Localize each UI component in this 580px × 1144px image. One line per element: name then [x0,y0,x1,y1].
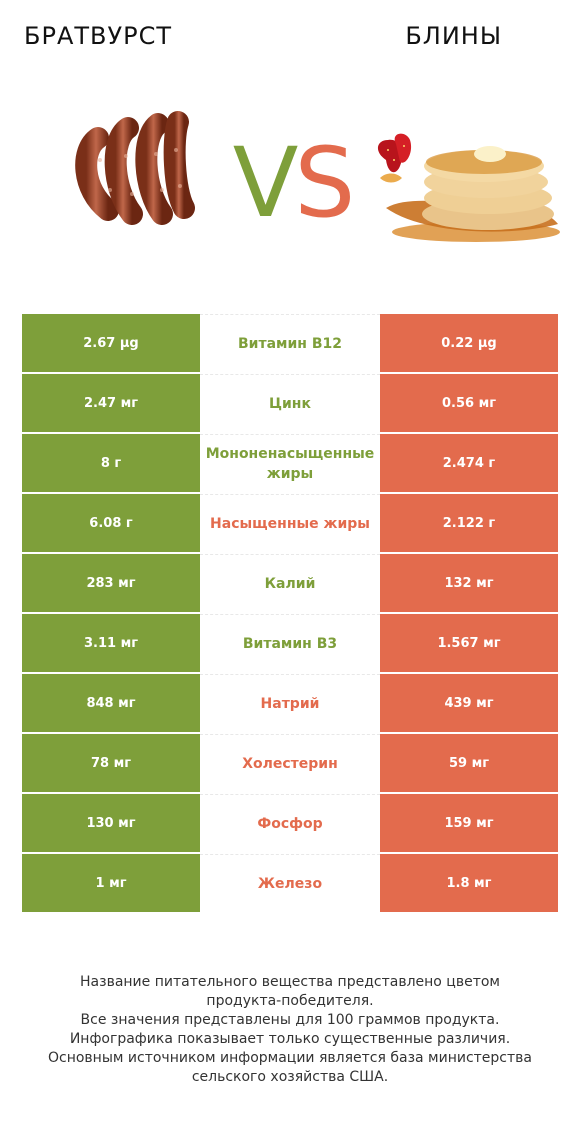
footer-line: продукта-победителя. [206,993,374,1009]
nutrient-name: Насыщенные жиры [200,494,380,552]
right-value: 0.56 мг [380,374,558,432]
left-value: 2.67 µg [22,314,200,372]
right-value: 1.8 мг [380,854,558,912]
right-value: 132 мг [380,554,558,612]
vs-s: S [294,127,355,239]
right-value: 1.567 мг [380,614,558,672]
left-value: 1 мг [22,854,200,912]
bratwurst-image [75,111,195,225]
nutrient-name: Железо [200,854,380,912]
nutrient-name: Натрий [200,674,380,732]
table-row: 3.11 мг Витамин B3 1.567 мг [22,613,558,673]
nutrient-name: Витамин B3 [200,614,380,672]
right-value: 59 мг [380,734,558,792]
table-row: 78 мг Холестерин 59 мг [22,733,558,793]
nutrient-name: Фосфор [200,794,380,852]
nutrient-name: Мононенасыщенные жиры [200,434,380,492]
left-value: 2.47 мг [22,374,200,432]
vs-label: VS [222,128,362,238]
left-value: 8 г [22,434,200,492]
table-row: 130 мг Фосфор 159 мг [22,793,558,853]
left-product-title: БРАТВУРСТ [24,22,172,50]
footer-line: Основным источником информации является … [48,1050,532,1066]
left-value: 6.08 г [22,494,200,552]
footer-line: сельского хозяйства США. [191,1069,389,1085]
right-value: 439 мг [380,674,558,732]
pancakes-image [377,133,560,242]
left-value: 283 мг [22,554,200,612]
table-row: 6.08 г Насыщенные жиры 2.122 г [22,493,558,553]
table-row: 2.47 мг Цинк 0.56 мг [22,373,558,433]
footer-line: Название питательного вещества представл… [80,974,500,990]
right-value: 159 мг [380,794,558,852]
left-value: 848 мг [22,674,200,732]
footer-notes: Название питательного вещества представл… [20,973,560,1087]
right-product-title: БЛИНЫ [405,22,502,50]
left-value: 3.11 мг [22,614,200,672]
left-value: 78 мг [22,734,200,792]
right-value: 0.22 µg [380,314,558,372]
table-row: 1 мг Железо 1.8 мг [22,853,558,913]
right-value: 2.474 г [380,434,558,492]
table-row: 848 мг Натрий 439 мг [22,673,558,733]
table-row: 8 г Мононенасыщенные жиры 2.474 г [22,433,558,493]
table-row: 283 мг Калий 132 мг [22,553,558,613]
nutrient-comparison-table: 2.67 µg Витамин B12 0.22 µg 2.47 мг Цинк 0.56… [22,313,558,913]
table-row: 2.67 µg Витамин B12 0.22 µg [22,313,558,373]
footer-line: Инфографика показывает только существенн… [69,1031,511,1047]
nutrient-name: Цинк [200,374,380,432]
nutrient-name: Холестерин [200,734,380,792]
vs-v: V [232,127,299,239]
left-value: 130 мг [22,794,200,852]
footer-line: Все значения представлены для 100 граммо… [80,1012,500,1028]
right-value: 2.122 г [380,494,558,552]
nutrient-name: Витамин B12 [200,314,380,372]
nutrient-name: Калий [200,554,380,612]
